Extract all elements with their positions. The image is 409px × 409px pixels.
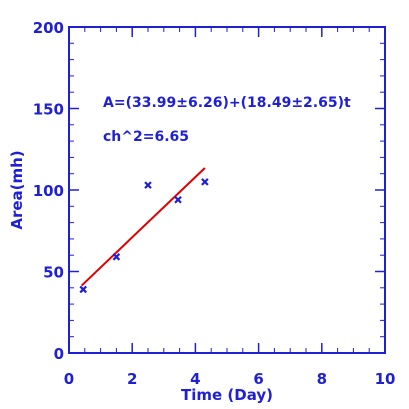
x-axis: 0 2 4 6 8 10 [64,27,396,388]
y-tick-label: 100 [33,182,64,200]
x-tick-label: 6 [253,370,263,388]
x-tick-label: 8 [317,370,327,388]
y-axis-label: Area(mh) [8,150,26,229]
chi-square-annotation: ch^2=6.65 [103,129,189,145]
y-tick-label: 0 [54,345,64,363]
plot-area-frame [68,26,386,354]
x-tick-label: 2 [127,370,137,388]
x-tick-label: 4 [190,370,200,388]
data-point [144,181,152,189]
x-tick-label: 10 [375,370,396,388]
fit-equation: A=(33.99±6.26)+(18.49±2.65)t [103,95,351,111]
y-tick-label: 200 [33,19,64,37]
data-point [79,285,87,294]
data-point [201,178,209,186]
data-points [79,178,209,294]
data-point [174,196,182,204]
y-tick-label: 50 [43,264,64,282]
y-tick-label: 150 [33,101,64,119]
x-axis-label: Time (Day) [181,386,273,404]
y-axis: 0 50 100 150 200 [33,19,385,363]
data-point [112,253,121,261]
fit-line [80,167,206,287]
x-tick-label: 0 [64,370,74,388]
